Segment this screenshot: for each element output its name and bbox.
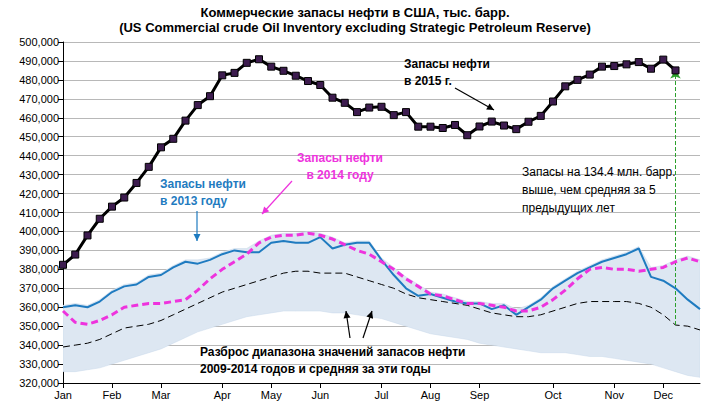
svg-text:480,000: 480,000: [19, 74, 59, 86]
svg-text:430,000: 430,000: [19, 169, 59, 181]
svg-text:Jun: Jun: [311, 389, 329, 401]
svg-text:390,000: 390,000: [19, 244, 59, 256]
svg-text:450,000: 450,000: [19, 131, 59, 143]
svg-text:Oct: Oct: [544, 389, 561, 401]
svg-text:370,000: 370,000: [19, 282, 59, 294]
svg-text:Dec: Dec: [653, 389, 673, 401]
svg-text:460,000: 460,000: [19, 112, 59, 124]
svg-text:330,000: 330,000: [19, 358, 59, 370]
svg-text:Nov: Nov: [604, 389, 624, 401]
svg-text:в 2014 году: в 2014 году: [306, 168, 374, 182]
svg-text:340,000: 340,000: [19, 339, 59, 351]
svg-text:440,000: 440,000: [19, 150, 59, 162]
svg-text:490,000: 490,000: [19, 55, 59, 67]
svg-text:Разброс диапазона значений зап: Разброс диапазона значений запасов нефти: [200, 345, 465, 359]
svg-text:Коммерческие запасы нефти в СШ: Коммерческие запасы нефти в США, тыс. ба…: [200, 5, 509, 20]
svg-text:320,000: 320,000: [19, 377, 59, 389]
svg-text:Запасы на 134.4 млн. барр.: Запасы на 134.4 млн. барр.: [522, 165, 676, 179]
svg-text:Jul: Jul: [374, 389, 388, 401]
svg-text:360,000: 360,000: [19, 301, 59, 313]
svg-text:Aug: Aug: [421, 389, 441, 401]
svg-text:Запасы нефти: Запасы нефти: [160, 177, 246, 191]
svg-text:(US Commercial crude Oil Inven: (US Commercial crude Oil Inventory exclu…: [119, 20, 591, 35]
svg-text:May: May: [261, 389, 282, 401]
svg-text:Запасы нефти: Запасы нефти: [404, 57, 490, 71]
svg-text:470,000: 470,000: [19, 93, 59, 105]
svg-text:выше, чем средняя за 5: выше, чем средняя за 5: [522, 183, 656, 197]
svg-text:2009-2014 годов и средняя за э: 2009-2014 годов и средняя за эти годы: [200, 362, 431, 376]
svg-text:Jan: Jan: [54, 389, 72, 401]
svg-text:в 2015 г.: в 2015 г.: [404, 74, 452, 88]
svg-text:Mar: Mar: [152, 389, 171, 401]
svg-text:Sep: Sep: [470, 389, 490, 401]
svg-text:410,000: 410,000: [19, 207, 59, 219]
svg-text:Apr: Apr: [214, 389, 231, 401]
svg-text:500,000: 500,000: [19, 36, 59, 48]
svg-text:в 2013 году: в 2013 году: [160, 194, 228, 208]
svg-text:350,000: 350,000: [19, 320, 59, 332]
svg-text:400,000: 400,000: [19, 225, 59, 237]
svg-text:Запасы нефти: Запасы нефти: [297, 151, 383, 165]
svg-text:предыдущих лет: предыдущих лет: [522, 201, 615, 215]
svg-text:420,000: 420,000: [19, 188, 59, 200]
svg-text:Feb: Feb: [103, 389, 122, 401]
svg-text:380,000: 380,000: [19, 263, 59, 275]
